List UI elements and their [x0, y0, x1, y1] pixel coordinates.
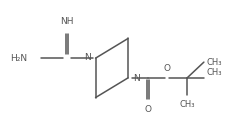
- Text: N: N: [84, 53, 91, 62]
- Text: O: O: [164, 64, 171, 73]
- Text: H₂N: H₂N: [10, 54, 28, 63]
- Text: O: O: [144, 106, 151, 114]
- Text: CH₃: CH₃: [207, 58, 222, 67]
- Text: NH: NH: [60, 17, 74, 26]
- Text: CH₃: CH₃: [207, 68, 222, 77]
- Text: CH₃: CH₃: [179, 100, 195, 109]
- Text: N: N: [133, 74, 140, 83]
